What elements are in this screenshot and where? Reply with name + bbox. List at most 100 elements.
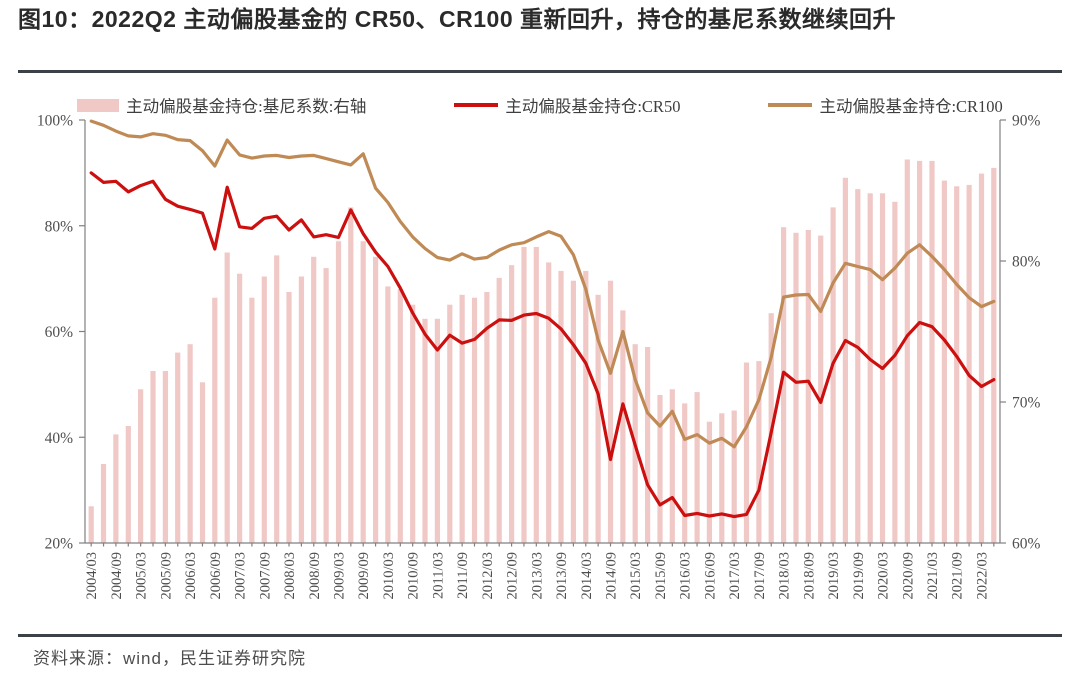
gini-bar: [373, 256, 379, 543]
legend-label-cr50: 主动偏股基金持仓:CR50: [505, 97, 681, 116]
gini-bar: [422, 318, 428, 543]
gini-bar: [311, 256, 317, 543]
gini-bar: [509, 265, 515, 543]
gini-bar: [187, 344, 193, 543]
x-axis-tick-label: 2006/03: [183, 552, 199, 600]
cr100-line-swatch-icon: [768, 103, 813, 107]
left-axis-tick-label: 80%: [45, 218, 74, 235]
x-axis-tick-label: 2007/09: [257, 552, 273, 600]
x-axis-tick-label: 2004/03: [84, 552, 100, 600]
x-axis-tick-label: 2012/03: [480, 552, 496, 600]
gini-bar-swatch-icon: [77, 98, 120, 112]
gini-bar: [620, 310, 626, 543]
gini-bar: [842, 177, 848, 544]
gini-bar: [261, 276, 267, 543]
svg-text:2011/03: 2011/03: [430, 552, 446, 599]
gini-bar: [212, 297, 218, 543]
svg-text:2014/09: 2014/09: [604, 552, 620, 600]
legend-item-gini: 主动偏股基金持仓:基尼系数:右轴: [77, 93, 366, 117]
gini-bar: [805, 230, 811, 543]
legend-label-cr100: 主动偏股基金持仓:CR100: [819, 97, 1003, 116]
gini-bar: [917, 160, 923, 543]
gini-bar: [88, 506, 94, 543]
svg-text:2016/03: 2016/03: [678, 552, 694, 600]
x-axis-tick-label: 2014/03: [579, 552, 595, 600]
gini-bar: [286, 292, 292, 543]
svg-text:2018/03: 2018/03: [777, 552, 793, 600]
cr100-line: [89, 119, 996, 449]
gini-bar: [830, 207, 836, 543]
gini-bar: [113, 434, 119, 543]
gini-bar: [781, 227, 787, 543]
gini-bar: [669, 389, 675, 543]
gini-bar: [125, 426, 131, 543]
svg-text:2007/03: 2007/03: [233, 552, 249, 600]
gini-bar: [484, 292, 490, 543]
x-axis-tick-label: 2013/09: [554, 552, 570, 600]
gini-bar: [459, 294, 465, 543]
axes: [79, 119, 1006, 547]
gini-bar: [954, 186, 960, 544]
gini-bar: [138, 389, 144, 543]
svg-text:2010/09: 2010/09: [406, 552, 422, 600]
x-axis-tick-label: 2010/03: [381, 552, 397, 600]
gini-bar: [991, 167, 997, 543]
x-axis-tick-label: 2008/09: [307, 552, 323, 600]
x-axis-tick-label: 2021/03: [925, 552, 941, 600]
legend-label-gini: 主动偏股基金持仓:基尼系数:右轴: [126, 97, 367, 116]
gini-bar: [595, 294, 601, 543]
gini-bar: [558, 270, 564, 543]
gini-bar: [929, 160, 935, 543]
cr50-line: [89, 171, 996, 519]
cr50-line-swatch-icon: [454, 103, 499, 107]
gini-bar: [546, 262, 552, 543]
gini-bar: [335, 241, 342, 544]
left-axis-tick-label: 60%: [45, 324, 74, 341]
gini-bar: [583, 270, 589, 543]
right-axis-tick-label: 60%: [1012, 536, 1041, 553]
svg-text:2004/03: 2004/03: [84, 552, 100, 600]
svg-text:2020/09: 2020/09: [900, 552, 916, 600]
gini-bar: [434, 318, 440, 543]
gini-bar: [719, 413, 725, 543]
gini-bar: [397, 289, 403, 543]
svg-text:2011/09: 2011/09: [455, 552, 471, 599]
gini-bar: [360, 241, 366, 544]
svg-text:2014/03: 2014/03: [579, 552, 595, 600]
gini-bar: [966, 184, 972, 543]
gini-bar: [607, 280, 614, 543]
gini-bar: [447, 304, 453, 543]
svg-text:2005/09: 2005/09: [158, 552, 174, 600]
x-axis-tick-label: 2020/09: [900, 552, 916, 600]
legend-item-cr100: 主动偏股基金持仓:CR100: [768, 93, 1003, 117]
gini-bar: [694, 392, 700, 543]
x-axis-tick-label: 2011/09: [455, 552, 471, 599]
source-note: 资料来源：wind，民生证券研究院: [33, 649, 306, 668]
x-axis-tick-label: 2016/03: [678, 552, 694, 600]
svg-text:2006/09: 2006/09: [208, 552, 224, 600]
x-axis-tick-label: 2015/09: [653, 552, 669, 600]
svg-text:2021/03: 2021/03: [925, 552, 941, 600]
x-axis-tick-label: 2005/09: [158, 552, 174, 600]
gini-bar: [274, 255, 280, 543]
gini-bar: [818, 235, 824, 543]
svg-text:2015/09: 2015/09: [653, 552, 669, 600]
x-axis-tick-label: 2022/03: [975, 552, 991, 600]
x-axis-tick-label: 2020/03: [876, 552, 892, 600]
x-axis-tick-label: 2007/03: [233, 552, 249, 600]
gini-bar: [682, 403, 688, 543]
svg-text:2021/09: 2021/09: [950, 552, 966, 600]
svg-text:2008/09: 2008/09: [307, 552, 323, 600]
svg-text:2019/03: 2019/03: [826, 552, 842, 600]
gini-bar: [410, 304, 416, 543]
svg-text:2015/03: 2015/03: [628, 552, 644, 600]
svg-text:2012/03: 2012/03: [480, 552, 496, 600]
x-axis-tick-label: 2008/03: [282, 552, 298, 600]
gini-bar: [756, 361, 762, 543]
x-axis-tick-label: 2019/03: [826, 552, 842, 600]
x-axis-tick-label: 2018/03: [777, 552, 793, 600]
svg-text:2009/09: 2009/09: [356, 552, 372, 600]
gini-bar: [298, 276, 304, 543]
gini-bar: [793, 232, 799, 544]
